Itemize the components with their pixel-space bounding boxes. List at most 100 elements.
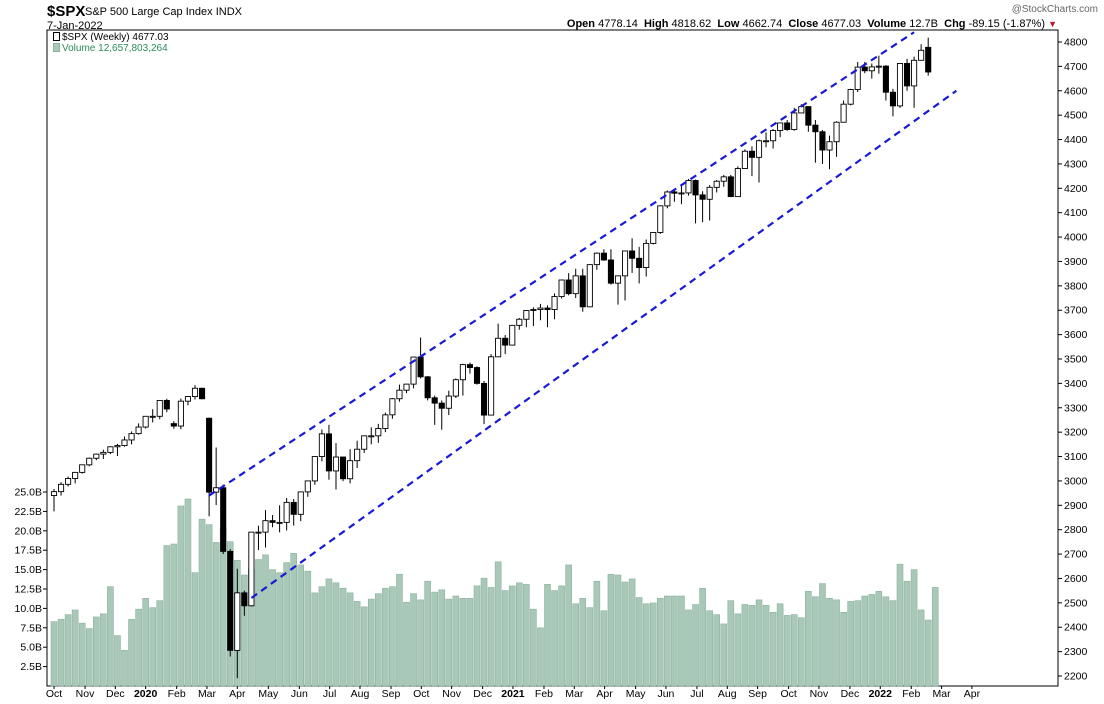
price-tick-label: 3700: [1064, 305, 1088, 317]
volume-bar: [459, 598, 467, 687]
candle-body: [551, 296, 558, 310]
volume-bar: [797, 617, 805, 687]
volume-bar: [720, 623, 728, 687]
volume-bar: [262, 554, 269, 687]
volume-bars: [50, 498, 939, 687]
volume-bar: [706, 610, 713, 687]
volume-bar: [805, 591, 812, 687]
candle-body: [692, 180, 699, 196]
candle-body: [234, 592, 241, 651]
date-tick-label: 2021: [501, 688, 525, 700]
candle-body: [389, 398, 396, 416]
candle-body: [544, 307, 551, 310]
price-tick-label: 3600: [1064, 329, 1088, 341]
date-tick-label: Mar: [198, 688, 217, 700]
date-tick-label: Sep: [748, 688, 767, 700]
candle-body: [241, 592, 248, 607]
volume-bar: [530, 608, 537, 687]
volume-bar: [177, 505, 185, 687]
price-tick-label: 2400: [1064, 622, 1088, 634]
candle-body: [382, 414, 389, 429]
price-tick-label: 2500: [1064, 597, 1088, 609]
down-arrow-icon: ▼: [1048, 19, 1057, 29]
candle-body: [262, 520, 269, 533]
exchange-label: INDX: [215, 6, 242, 18]
volume-bar: [812, 596, 819, 687]
volume-tick-label: 7.5B: [20, 622, 42, 634]
channel-upper-line: [208, 31, 915, 497]
volume-bar: [50, 621, 58, 687]
price-tick-label: 4200: [1064, 183, 1088, 195]
volume-bar: [431, 591, 439, 687]
price-tick-label: 3200: [1064, 427, 1088, 439]
candle-body: [50, 491, 58, 497]
volume-bar: [551, 590, 558, 687]
candle-body: [255, 531, 262, 534]
volume-bar: [515, 582, 523, 687]
candle-body: [276, 521, 283, 524]
candle-body: [854, 66, 861, 91]
date-tick-label: 2022: [869, 688, 893, 700]
volume-bar: [389, 586, 396, 687]
index-name-text: S&P 500 Large Cap Index: [85, 6, 213, 18]
candle-body: [481, 382, 488, 416]
candle-body: [509, 324, 516, 346]
trend-channel: [208, 31, 958, 599]
volume-bar: [297, 564, 305, 687]
candle-body: [847, 89, 854, 105]
volume-bar: [149, 607, 156, 687]
volume-bar: [241, 574, 248, 687]
candle-body: [325, 433, 333, 472]
volume-bar: [664, 595, 671, 687]
price-tick-label: 2600: [1064, 573, 1088, 585]
date-tick-label: Mar: [565, 688, 584, 700]
candle-body: [438, 402, 445, 409]
date-tick-label: Feb: [902, 688, 920, 700]
candle-body: [607, 259, 614, 284]
candle-body: [805, 106, 812, 126]
volume-bar: [332, 582, 340, 687]
candle-body: [93, 453, 100, 459]
volume-bar: [346, 592, 354, 687]
volume-bar: [121, 650, 128, 687]
candle-body: [149, 415, 156, 418]
close-value: 4677.03: [821, 18, 862, 30]
candle-body: [177, 400, 184, 427]
volume-bar: [353, 601, 361, 687]
volume-bar: [854, 600, 862, 687]
volume-label: Volume: [867, 18, 907, 30]
volume-bar: [917, 609, 925, 687]
volume-bar: [142, 598, 149, 687]
volume-bar: [783, 615, 791, 687]
volume-bar: [128, 618, 135, 687]
volume-bar: [417, 599, 424, 687]
candle-body: [142, 415, 149, 428]
candle-body: [868, 66, 875, 72]
ohlc-summary: Open 4778.14 High 4818.62 Low 4662.74 Cl…: [567, 18, 1057, 30]
volume-bar: [276, 572, 283, 687]
candle-body: [311, 456, 318, 482]
date-tick-label: Aug: [351, 688, 370, 700]
low-label: Low: [717, 18, 740, 30]
candle-body: [770, 130, 777, 142]
open-value: 4778.14: [598, 18, 638, 30]
volume-value: 12.7B: [909, 18, 938, 30]
volume-legend-icon: [53, 43, 60, 52]
date-axis: Oct Nov Dec 2020 Feb Mar Apr May Jun Jul Aug Sep Oct…: [46, 686, 981, 700]
volume-bar: [85, 628, 93, 687]
volume-bar: [64, 614, 72, 687]
volume-bar: [304, 570, 312, 687]
date-tick-label: Nov: [810, 688, 829, 700]
date-tick-label: Dec: [106, 688, 125, 700]
candle-body: [537, 307, 544, 310]
date-tick-label: May: [258, 688, 279, 700]
candle-body: [678, 192, 685, 195]
volume-bar: [71, 609, 79, 687]
volume-bar: [579, 598, 587, 687]
candle-body: [572, 275, 579, 295]
volume-tick-label: 10.0B: [15, 603, 42, 615]
volume-bar: [424, 580, 431, 687]
date-tick-label: Sep: [382, 688, 401, 700]
candle-body: [227, 550, 234, 651]
